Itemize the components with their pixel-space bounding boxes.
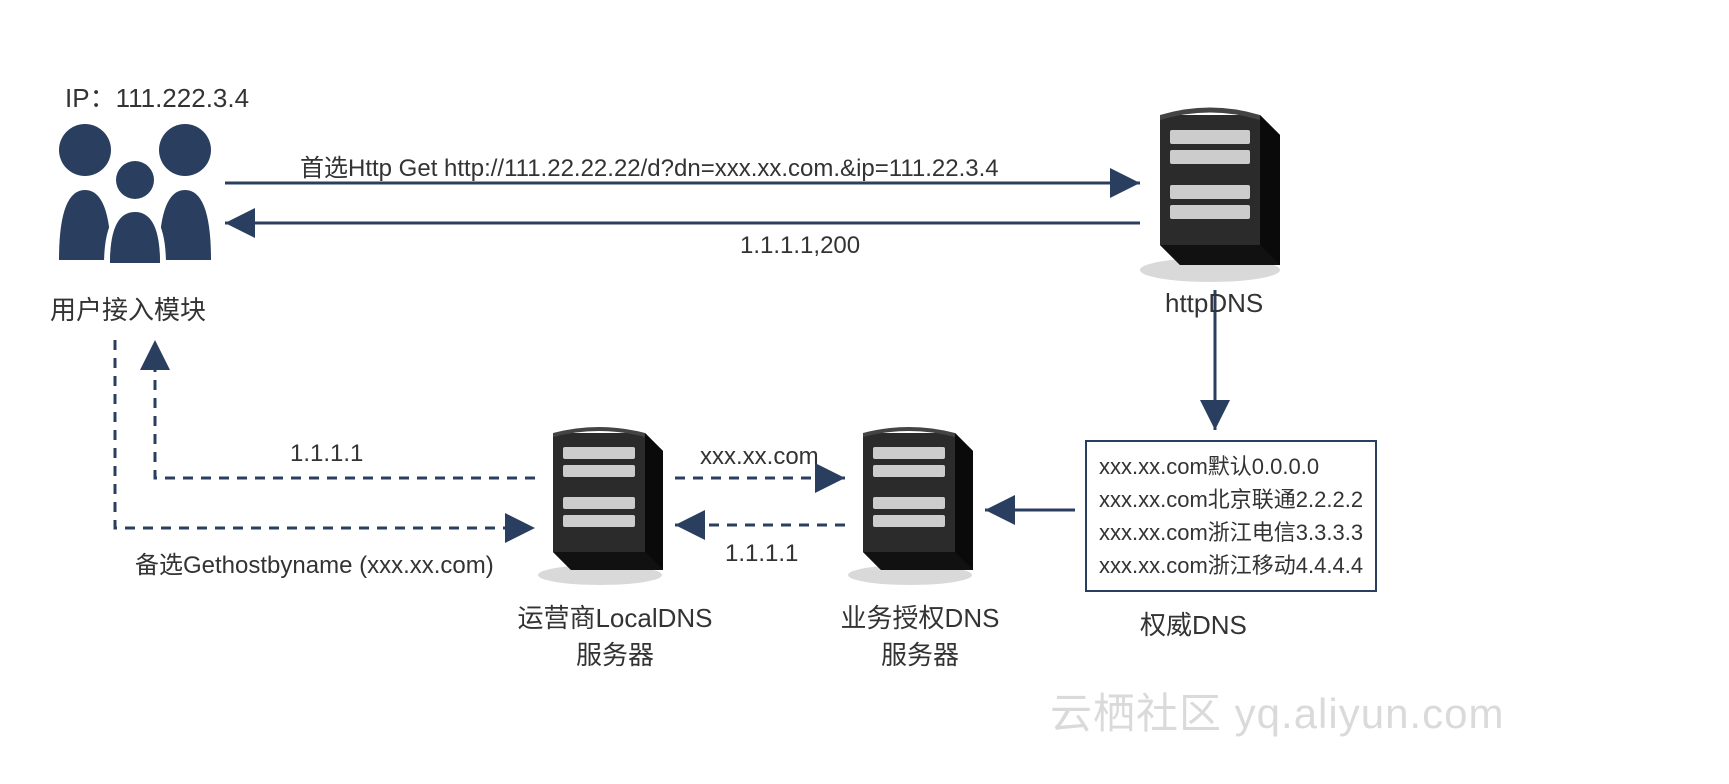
users-icon: [59, 124, 211, 265]
edge-label-user-to-httpdns: 首选Http Get http://111.22.22.22/d?dn=xxx.…: [300, 148, 999, 183]
watermark-text: 云栖社区 yq.aliyun.com: [1050, 680, 1504, 741]
authoritative-node-label: 权威DNS: [1140, 605, 1247, 642]
dns-record-2: xxx.xx.com浙江电信3.3.3.3: [1099, 516, 1363, 549]
localdns-server-icon: [538, 427, 663, 585]
localdns-label-line2: 服务器: [576, 640, 654, 670]
edge-label-user-to-localdns: 备选Gethostbyname (xxx.xx.com): [135, 545, 494, 580]
httpdns-server-icon: [1140, 108, 1280, 283]
dns-record-0: xxx.xx.com默认0.0.0.0: [1099, 450, 1363, 483]
authdns-server-icon: [848, 427, 973, 585]
dns-records-box: xxx.xx.com默认0.0.0.0 xxx.xx.com北京联通2.2.2.…: [1085, 440, 1377, 592]
dns-record-1: xxx.xx.com北京联通2.2.2.2: [1099, 483, 1363, 516]
dns-record-3: xxx.xx.com浙江移动4.4.4.4: [1099, 549, 1363, 582]
authdns-label-line1: 业务授权DNS: [841, 603, 1000, 633]
localdns-label-line1: 运营商LocalDNS: [517, 603, 712, 633]
user-ip-label: IP：111.222.3.4: [65, 78, 249, 115]
edge-label-authdns-to-localdns: 1.1.1.1: [725, 540, 798, 568]
user-node-label: 用户接入模块: [50, 290, 206, 327]
edge-label-httpdns-to-user: 1.1.1.1,200: [740, 232, 860, 260]
edge-label-localdns-to-user: 1.1.1.1: [290, 440, 363, 468]
authdns-node-label: 业务授权DNS 服务器: [820, 598, 1020, 672]
httpdns-node-label: httpDNS: [1165, 288, 1263, 319]
arrow-user-to-localdns: [115, 340, 535, 528]
authdns-label-line2: 服务器: [881, 640, 959, 670]
edge-label-localdns-to-authdns: xxx.xx.com: [700, 443, 819, 471]
localdns-node-label: 运营商LocalDNS 服务器: [505, 598, 725, 672]
